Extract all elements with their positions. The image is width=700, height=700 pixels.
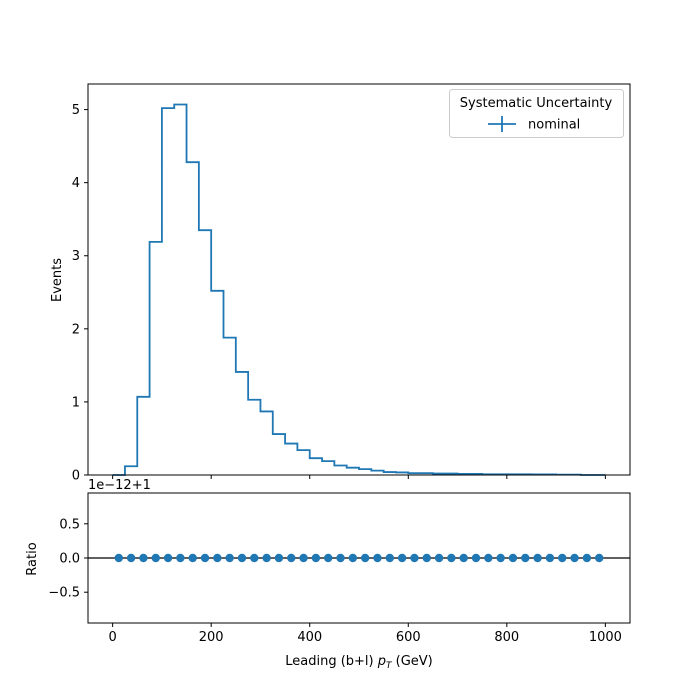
ratio-point-2 — [139, 553, 148, 563]
main-y-tick-label-5: 5 — [72, 103, 80, 118]
x-axis-label: Leading (b+l) pT (GeV) — [285, 654, 433, 671]
x-tick-label-0: 0 — [108, 630, 116, 645]
ratio-point-8 — [213, 553, 222, 563]
main-y-tick-label-2: 2 — [72, 322, 80, 337]
x-tick-label-5: 1000 — [589, 630, 622, 645]
ratio-point-28 — [459, 553, 468, 563]
ratio-x-ticks: 0 200 400 600 800 1000 — [108, 623, 622, 645]
ratio-point-0 — [114, 553, 123, 563]
ratio-point-13 — [274, 553, 284, 563]
main-y-tick-label-0: 0 — [72, 469, 80, 484]
x-tick-label-4: 800 — [494, 630, 519, 645]
ratio-point-17 — [324, 553, 333, 563]
ratio-point-7 — [200, 553, 210, 563]
legend-title: Systematic Uncertainty — [460, 96, 613, 111]
ratio-point-27 — [447, 553, 456, 563]
ratio-point-6 — [188, 553, 197, 563]
main-y-tick-label-4: 4 — [72, 176, 80, 191]
ratio-point-38 — [582, 553, 592, 563]
ratio-points — [114, 553, 604, 563]
main-axes-frame — [87, 83, 631, 476]
ratio-point-24 — [410, 553, 419, 563]
ratio-point-35 — [545, 553, 555, 563]
main-x-ticks — [112, 475, 606, 479]
x-tick-label-2: 400 — [297, 630, 322, 645]
ratio-point-1 — [126, 553, 136, 563]
ratio-point-21 — [373, 553, 382, 563]
ratio-point-36 — [558, 553, 567, 563]
ratio-point-11 — [250, 553, 259, 563]
main-y-tick-label-1: 1 — [72, 395, 80, 410]
ratio-point-32 — [508, 553, 518, 563]
ratio-point-25 — [422, 553, 431, 563]
ratio-point-33 — [521, 553, 530, 563]
ratio-point-29 — [471, 553, 481, 563]
ratio-point-15 — [299, 553, 308, 563]
ratio-point-23 — [397, 553, 407, 563]
ratio-point-37 — [570, 553, 579, 563]
ratio-panel: −0.5 0.0 0.5 0 200 400 600 800 1000 1e−12+1 Rat… — [25, 478, 631, 671]
legend-entry-nominal: nominal — [528, 118, 580, 133]
ratio-point-10 — [237, 553, 247, 563]
main-y-axis-label: Events — [50, 258, 65, 302]
ratio-y-axis-label: Ratio — [25, 542, 40, 575]
ratio-y-tick-label-0: −0.5 — [48, 586, 80, 601]
main-y-ticks: 0 1 2 3 4 5 — [72, 103, 88, 484]
ratio-point-20 — [360, 553, 370, 563]
ratio-point-12 — [262, 553, 271, 563]
ratio-offset-text: 1e−12+1 — [88, 478, 151, 493]
ratio-y-ticks: −0.5 0.0 0.5 — [48, 517, 88, 601]
main-panel: 0 1 2 3 4 5 Events Systematic Uncertainty nom… — [50, 83, 631, 484]
ratio-point-31 — [496, 553, 505, 563]
ratio-point-19 — [348, 553, 358, 563]
ratio-y-tick-label-1: 0.0 — [59, 552, 80, 567]
ratio-point-39 — [595, 553, 604, 563]
main-y-tick-label-3: 3 — [72, 249, 80, 264]
ratio-point-5 — [176, 553, 185, 563]
ratio-point-22 — [385, 553, 394, 563]
ratio-point-30 — [484, 553, 493, 563]
legend-box — [449, 89, 624, 138]
legend-marker-nominal — [488, 116, 516, 132]
ratio-axes-frame — [87, 492, 631, 624]
ratio-point-26 — [434, 553, 444, 563]
ratio-point-16 — [311, 553, 321, 563]
ratio-point-9 — [225, 553, 234, 563]
x-tick-label-3: 600 — [396, 630, 421, 645]
ratio-point-3 — [151, 553, 160, 563]
legend: Systematic Uncertainty nominal — [449, 89, 624, 138]
ratio-point-4 — [163, 553, 173, 563]
ratio-point-14 — [287, 553, 296, 563]
series-nominal-step-line — [112, 103, 606, 476]
x-tick-label-1: 200 — [199, 630, 224, 645]
ratio-point-34 — [533, 553, 542, 563]
ratio-point-18 — [336, 553, 345, 563]
ratio-y-tick-label-2: 0.5 — [59, 517, 80, 532]
main-plot-area — [88, 84, 630, 475]
